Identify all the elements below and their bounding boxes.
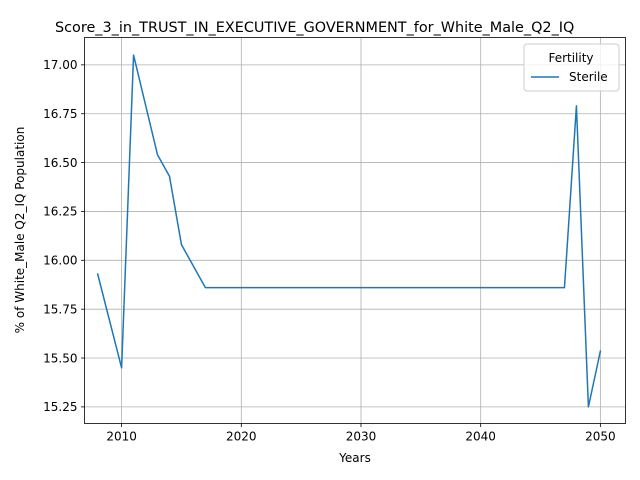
data-point (588, 406, 589, 407)
series-layer (96, 54, 602, 408)
data-point (576, 105, 577, 106)
data-point (169, 176, 170, 177)
y-tick-label: 15.25 (43, 400, 77, 414)
x-axis-label: Years (338, 451, 371, 465)
plot-frame (84, 37, 626, 424)
data-point (217, 287, 218, 288)
x-axis-ticks: 2010 2020 2030 2040 2050 (106, 423, 616, 444)
data-point (205, 287, 206, 288)
data-point (564, 287, 565, 288)
data-point (181, 244, 182, 245)
data-point (121, 367, 122, 368)
chart-title: Score_3_in_TRUST_IN_EXECUTIVE_GOVERNMENT… (55, 20, 574, 36)
y-tick-label: 16.75 (43, 107, 77, 121)
y-axis-label: % of White_Male Q2_IQ Population (13, 127, 27, 334)
y-tick-label: 15.75 (43, 302, 77, 316)
x-tick-label: 2010 (106, 430, 137, 444)
grid-lines (84, 37, 626, 424)
x-tick-label: 2040 (465, 430, 496, 444)
y-tick-label: 17.00 (43, 58, 77, 72)
data-point (97, 273, 98, 274)
x-tick-label: 2050 (585, 430, 616, 444)
x-tick-label: 2030 (346, 430, 377, 444)
y-tick-label: 16.25 (43, 205, 77, 219)
legend: Fertility Sterile (523, 43, 620, 92)
legend-label-sterile: Sterile (569, 70, 608, 84)
series-line-sterile (96, 54, 602, 408)
y-tick-label: 16.00 (43, 254, 77, 268)
x-tick-label: 2020 (226, 430, 257, 444)
data-point (133, 54, 134, 55)
data-point (157, 154, 158, 155)
y-tick-label: 16.50 (43, 156, 77, 170)
legend-title: Fertility (548, 51, 593, 65)
y-axis-ticks: 15.25 15.50 15.75 16.00 16.25 16.50 16.75 17.00 (43, 58, 85, 414)
data-point (600, 351, 601, 352)
legend-box (523, 43, 620, 92)
y-tick-label: 15.50 (43, 351, 77, 365)
